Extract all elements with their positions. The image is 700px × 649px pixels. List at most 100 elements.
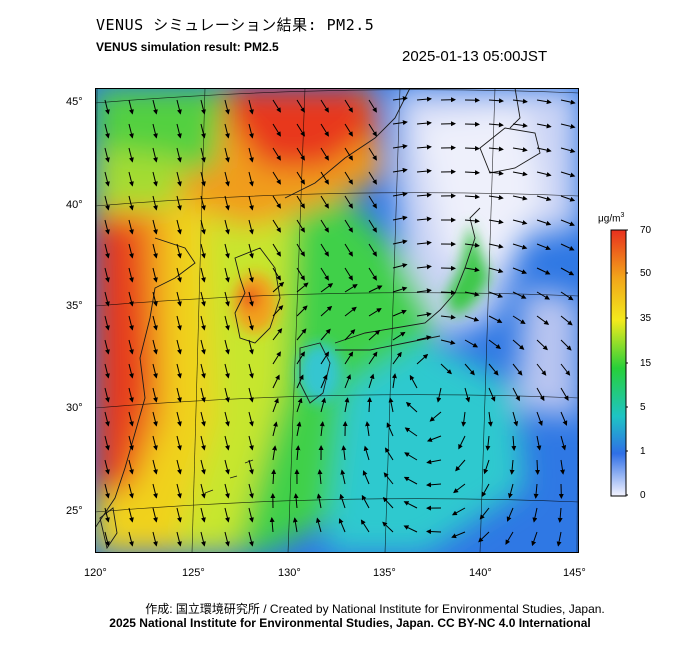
wind-arrow — [152, 459, 158, 475]
wind-arrow — [320, 99, 329, 113]
wind-arrow — [426, 435, 442, 442]
wind-arrow — [344, 171, 353, 185]
wind-arrow — [296, 351, 305, 365]
wind-arrow — [272, 328, 283, 341]
wind-arrow — [128, 531, 134, 547]
wind-arrow — [320, 351, 330, 365]
wind-arrow — [176, 459, 182, 475]
lon-label-125: 125° — [182, 567, 205, 579]
wind-arrow — [455, 459, 466, 472]
wind-arrow — [248, 123, 254, 139]
wind-arrow — [488, 243, 504, 249]
wind-arrow — [296, 195, 305, 209]
wind-arrow — [200, 387, 206, 403]
wind-arrow — [392, 215, 408, 221]
wind-arrow — [128, 459, 134, 475]
wind-arrow — [464, 218, 480, 224]
wind-arrow — [320, 397, 326, 413]
wind-arrow — [295, 445, 301, 461]
wind-arrow — [224, 531, 230, 547]
wind-arrow — [152, 507, 158, 523]
wind-arrow — [487, 411, 493, 427]
wind-arrow — [368, 171, 377, 185]
wind-arrow — [368, 123, 377, 137]
copyright-line: 2025 National Institute for Environmenta… — [109, 616, 591, 630]
wind-arrow — [416, 288, 432, 294]
wind-arrow — [128, 411, 134, 427]
wind-arrow — [224, 99, 230, 115]
wind-arrow — [296, 397, 303, 413]
wind-arrow — [152, 315, 158, 331]
wind-arrow — [320, 328, 331, 341]
wind-arrow — [488, 339, 502, 349]
wind-arrow — [368, 308, 382, 317]
wind-arrow — [560, 123, 576, 129]
wind-arrow — [344, 123, 353, 137]
wind-arrow — [272, 351, 281, 365]
wind-arrow — [488, 315, 503, 323]
wind-arrow — [416, 168, 432, 174]
wind-arrow — [152, 195, 158, 211]
wind-arrow — [248, 483, 254, 499]
wind-vectors — [104, 96, 576, 547]
wind-arrow — [128, 339, 134, 355]
wind-arrow — [128, 435, 134, 451]
wind-arrow — [248, 339, 254, 355]
wind-arrow — [458, 435, 466, 450]
wind-arrow — [512, 267, 528, 274]
wind-arrow — [416, 216, 432, 222]
wind-arrow — [128, 123, 134, 139]
wind-arrow — [128, 315, 134, 331]
wind-arrow — [512, 339, 525, 350]
wind-arrow — [536, 147, 552, 153]
wind-arrow — [224, 147, 230, 163]
wind-arrow — [416, 353, 429, 365]
wind-arrow — [338, 518, 346, 533]
wind-arrow — [104, 315, 110, 331]
wind-arrow — [488, 146, 504, 152]
wind-arrow — [506, 507, 514, 522]
wind-arrow — [248, 147, 254, 163]
wind-arrow — [296, 147, 305, 161]
wind-arrow — [511, 435, 517, 451]
wind-arrow — [536, 195, 552, 202]
wind-arrow — [344, 195, 353, 209]
wind-arrow — [317, 469, 323, 485]
wind-arrow — [320, 219, 329, 233]
wind-arrow — [200, 171, 206, 187]
wind-arrow — [368, 373, 375, 389]
credit-line: 作成: 国立環境研究所 / Created by National Instit… — [145, 602, 605, 616]
wind-arrow — [536, 267, 551, 275]
wind-arrow — [509, 459, 515, 475]
wind-arrow — [560, 195, 576, 202]
wind-arrow — [200, 147, 206, 163]
lon-label-140: 140° — [469, 567, 492, 579]
wind-arrow — [269, 517, 275, 533]
colorbar-unit: μg/m3 — [598, 212, 625, 225]
wind-arrow — [272, 243, 281, 257]
wind-arrow — [344, 267, 353, 281]
wind-arrow — [224, 171, 230, 187]
wind-arrow — [152, 363, 158, 379]
wind-arrow — [392, 96, 408, 102]
wind-arrow — [320, 171, 329, 185]
wind-arrow — [320, 283, 334, 293]
wind-arrow — [488, 267, 504, 274]
wind-arrow — [429, 411, 442, 422]
wind-arrow — [128, 219, 134, 235]
wind-arrow — [368, 195, 377, 209]
wind-arrow — [176, 195, 182, 211]
wind-arrow — [536, 243, 551, 251]
wind-arrow — [392, 286, 408, 293]
wind-arrow — [416, 311, 432, 317]
title-english: VENUS simulation result: PM2.5 — [96, 40, 279, 54]
wind-arrow — [224, 363, 230, 379]
wind-arrow — [556, 531, 562, 547]
wind-arrow — [128, 243, 134, 259]
wind-arrow — [176, 387, 182, 403]
wind-arrow — [224, 291, 230, 307]
wind-arrow — [505, 531, 514, 545]
wind-arrow — [536, 411, 543, 427]
wind-arrow — [104, 531, 110, 547]
wind-arrow — [512, 387, 520, 402]
